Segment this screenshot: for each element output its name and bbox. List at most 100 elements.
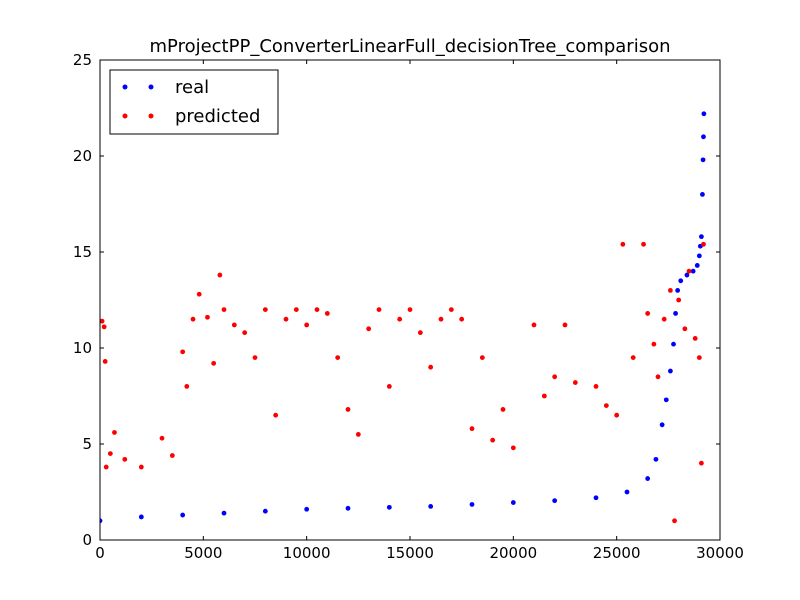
predicted-point: [686, 268, 692, 274]
predicted-point: [668, 288, 673, 293]
predicted-point: [169, 453, 175, 458]
predicted-point: [459, 316, 465, 322]
predicted-point: [252, 355, 258, 360]
predicted-point: [593, 384, 599, 389]
predicted-point: [490, 437, 496, 443]
predicted-point: [479, 355, 485, 360]
predicted-point: [211, 360, 217, 366]
legend-marker-real-1: [122, 84, 128, 90]
predicted-point: [603, 403, 609, 408]
legend-marker-real-2: [148, 84, 154, 90]
predicted-point: [217, 272, 223, 278]
predicted-point: [242, 330, 248, 336]
legend-marker-predicted-2: [148, 113, 154, 119]
real-point: [659, 422, 665, 428]
real-point: [690, 268, 696, 274]
real-point: [653, 456, 659, 462]
real-point: [345, 505, 351, 511]
axis-tick-labels: 0 5000 10000 15000 20000 25000 30000 0 5 10 15 20 25: [73, 51, 744, 562]
predicted-point: [651, 341, 657, 347]
predicted-point: [138, 464, 144, 470]
legend-label-predicted: predicted: [175, 106, 260, 127]
predicted-point: [100, 318, 105, 324]
x-tick-label: 25000: [593, 544, 641, 562]
predicted-point: [101, 324, 107, 330]
real-point: [645, 476, 651, 481]
predicted-point: [655, 374, 661, 380]
predicted-point: [273, 412, 279, 418]
real-point: [673, 311, 678, 316]
real-point: [671, 341, 676, 347]
real-point: [552, 498, 558, 504]
y-tick-label: 15: [73, 243, 92, 261]
predicted-point: [205, 314, 210, 320]
real-point: [138, 514, 144, 520]
real-point: [694, 263, 700, 268]
x-tick-label: 10000: [283, 544, 331, 562]
real-point: [701, 111, 707, 117]
real-point: [180, 512, 186, 518]
predicted-point: [417, 330, 423, 336]
real-point: [678, 278, 684, 284]
predicted-point: [221, 307, 227, 312]
predicted-point: [699, 460, 704, 466]
y-tick-label: 0: [82, 531, 92, 549]
predicted-point: [324, 311, 330, 316]
predicted-point: [531, 322, 537, 328]
real-point: [262, 508, 268, 514]
real-point: [428, 504, 434, 509]
real-point: [221, 510, 227, 516]
predicted-point: [701, 241, 706, 247]
real-point: [469, 502, 475, 507]
predicted-point: [314, 307, 320, 312]
predicted-point: [335, 355, 341, 360]
y-tick-label: 10: [73, 339, 92, 357]
y-tick-label: 25: [73, 51, 92, 69]
predicted-point: [428, 364, 434, 370]
predicted-point: [180, 349, 186, 355]
predicted-point: [122, 456, 128, 462]
x-tick-label: 0: [95, 544, 105, 562]
predicted-point: [103, 464, 109, 470]
x-tick-label: 5000: [184, 544, 222, 562]
predicted-point: [500, 407, 506, 412]
real-point: [675, 288, 681, 293]
predicted-point: [630, 355, 636, 360]
predicted-point: [676, 297, 682, 303]
legend: real predicted: [109, 69, 279, 135]
legend-frame: [109, 69, 279, 135]
y-tick-label: 5: [82, 435, 92, 453]
predicted-point: [293, 307, 299, 312]
predicted-point: [376, 307, 382, 312]
predicted-point: [614, 412, 620, 418]
predicted-point: [552, 374, 558, 380]
real-point: [386, 504, 392, 510]
real-point: [684, 272, 690, 278]
x-tick-label: 15000: [386, 544, 434, 562]
real-point: [699, 234, 704, 240]
predicted-point: [572, 380, 578, 385]
predicted-point: [397, 316, 403, 322]
real-point: [696, 253, 702, 259]
predicted-point: [386, 384, 392, 389]
y-tick-label: 20: [73, 147, 92, 165]
real-point: [663, 397, 669, 403]
x-tick-label: 30000: [696, 544, 744, 562]
real-point: [510, 500, 516, 505]
predicted-point: [661, 316, 667, 322]
legend-label-real: real: [175, 77, 209, 98]
predicted-point: [355, 432, 361, 437]
predicted-point: [469, 426, 475, 432]
predicted-point: [345, 407, 351, 412]
predicted-point: [541, 393, 547, 399]
predicted-point: [407, 307, 413, 312]
real-point: [701, 134, 706, 140]
real-point: [593, 495, 599, 501]
predicted-point: [641, 241, 646, 247]
predicted-point: [304, 322, 310, 328]
predicted-point: [231, 322, 237, 328]
real-point: [304, 506, 310, 512]
predicted-point: [692, 336, 698, 341]
predicted-point: [448, 307, 454, 312]
